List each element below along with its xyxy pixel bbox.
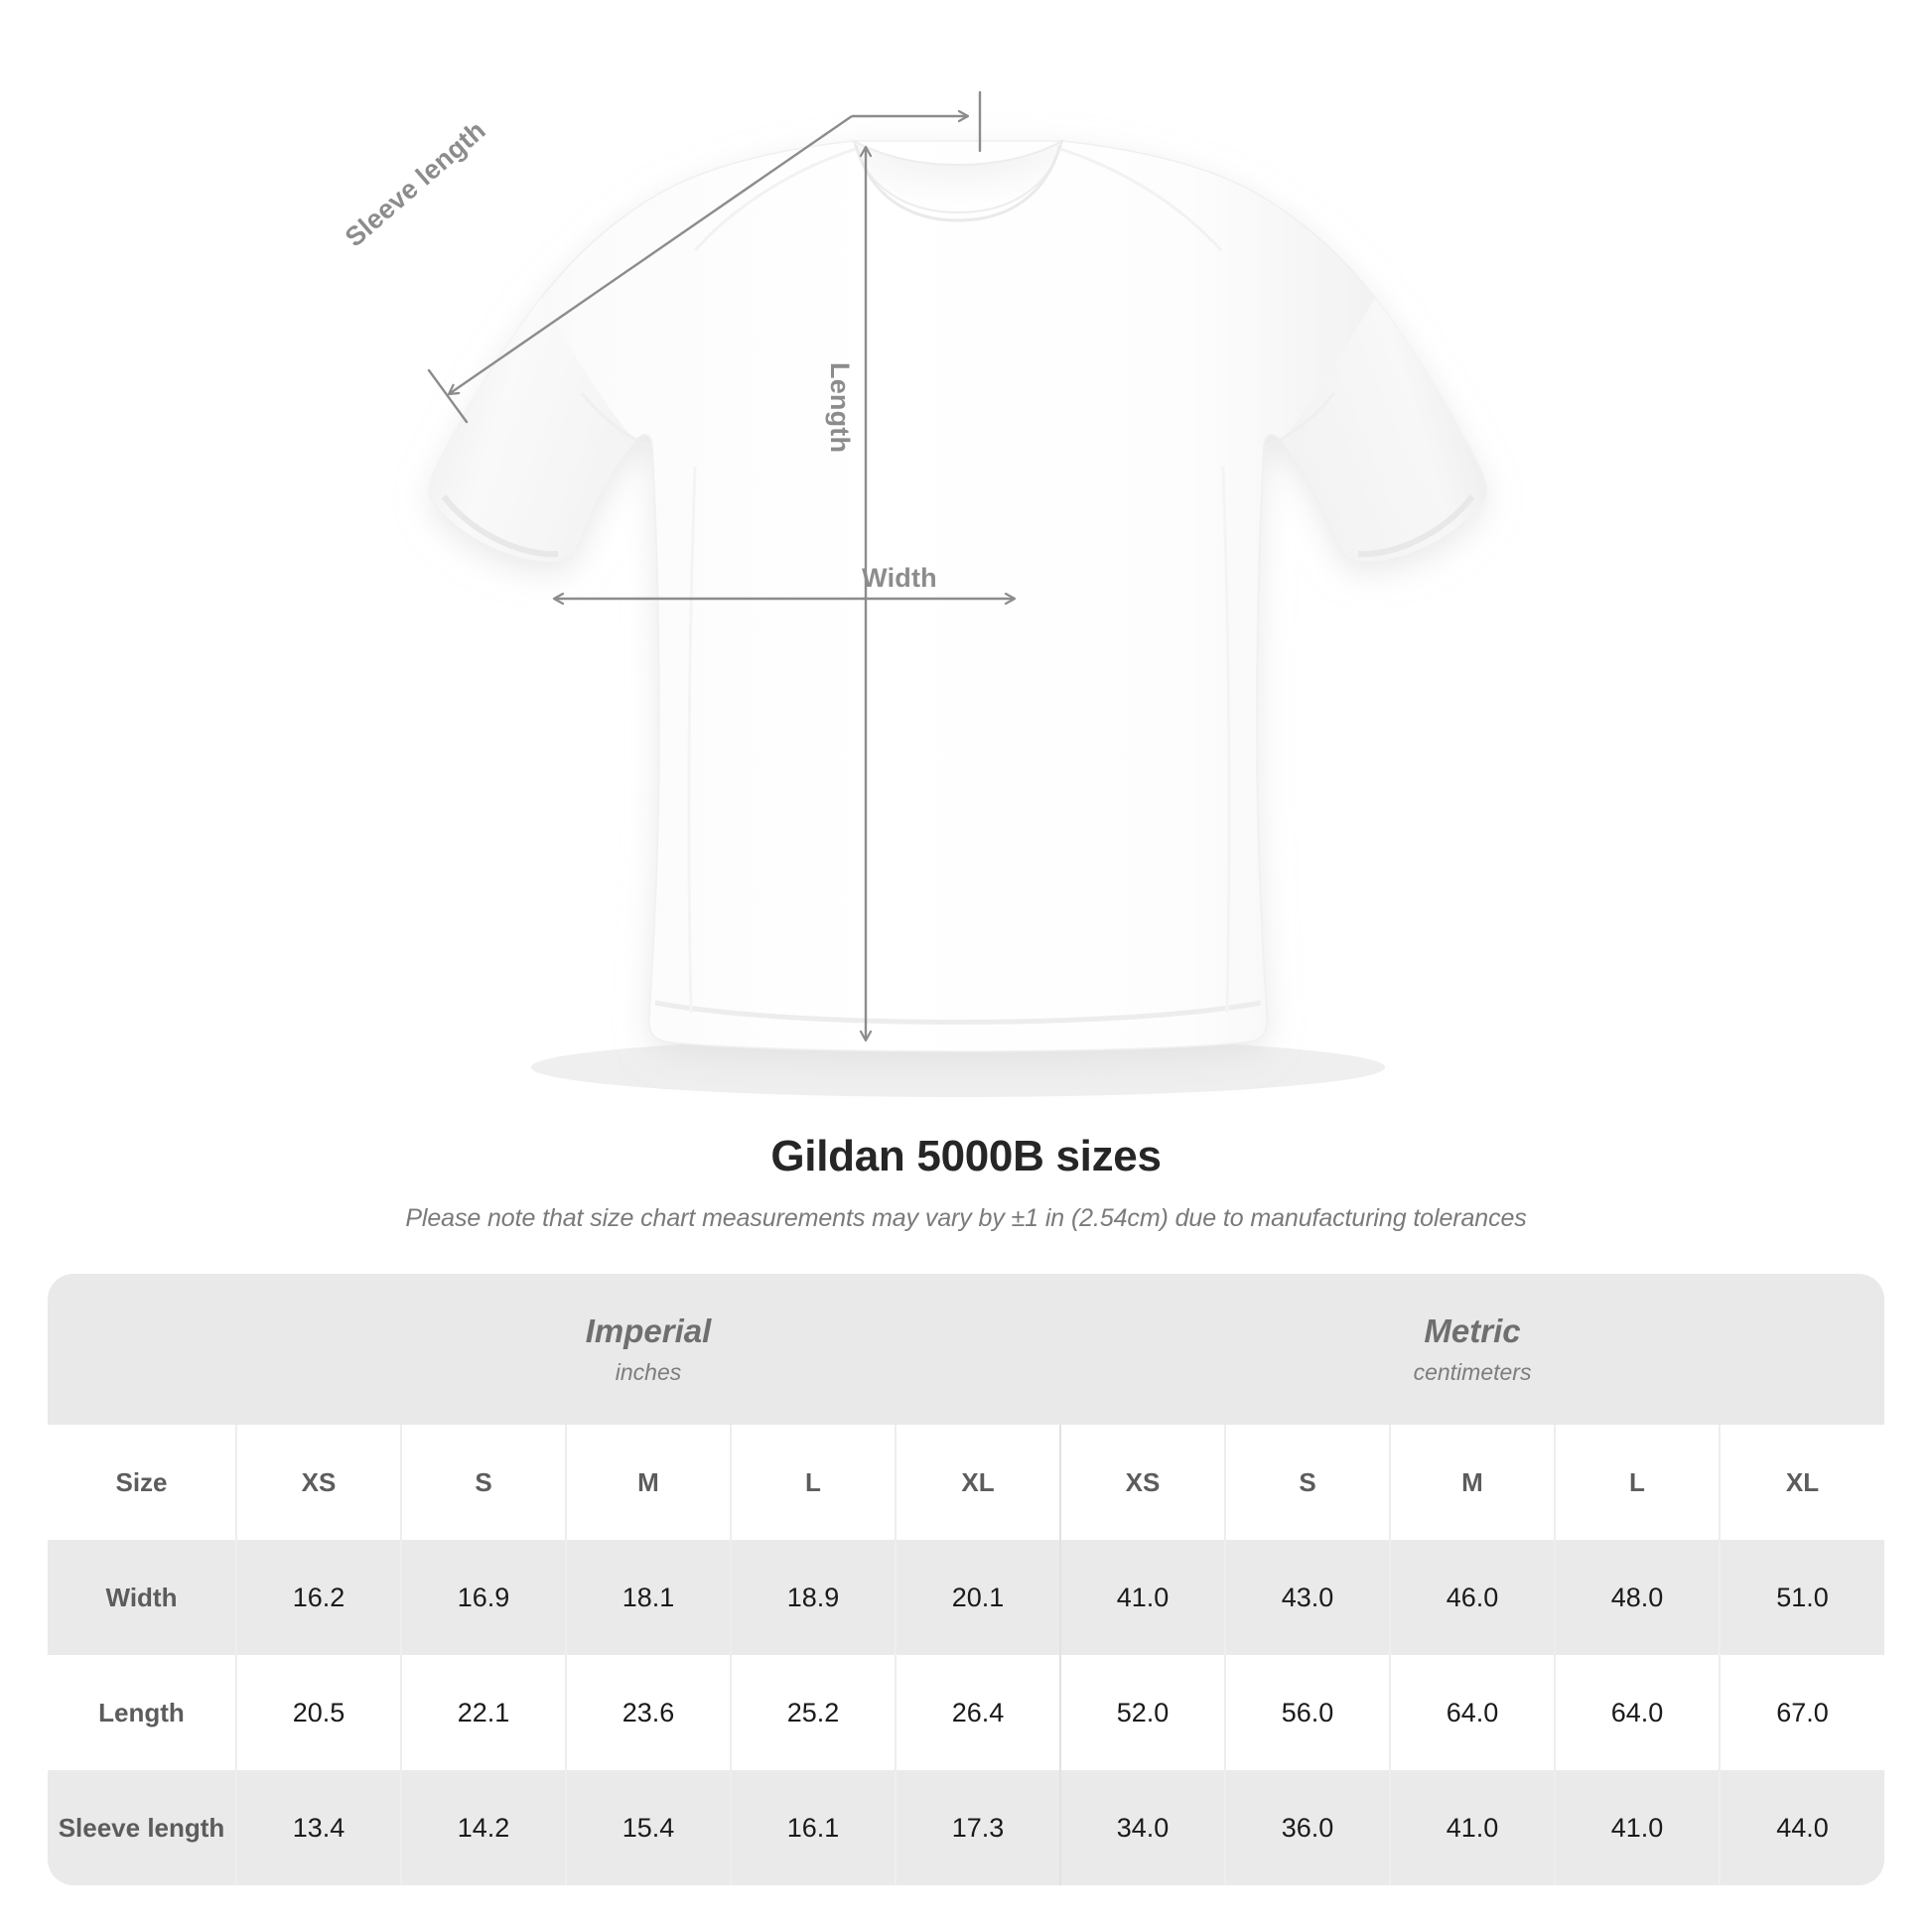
cell-length-metric-xl: 67.0 (1718, 1655, 1885, 1770)
shirt-shadow (531, 1037, 1385, 1097)
cell-width-imperial-xl: 20.1 (895, 1540, 1060, 1655)
shirt-body (429, 140, 1487, 1052)
sleeve-length-guide (427, 90, 982, 424)
col-header-metric-xl: XL (1718, 1425, 1885, 1540)
cell-width-metric-m: 46.0 (1389, 1540, 1555, 1655)
col-header-imperial-xl: XL (895, 1425, 1060, 1540)
shoulder-seam-right (1059, 147, 1223, 252)
tshirt-diagram: Sleeve length Length Width (339, 90, 1487, 1097)
col-header-imperial-l: L (730, 1425, 896, 1540)
cell-width-metric-l: 48.0 (1554, 1540, 1720, 1655)
size-header-row: Size XS S M L XL XS S M L XL (48, 1425, 1885, 1540)
shoulder-seam-left (693, 147, 857, 252)
table-row: Width 16.2 16.9 18.1 18.9 20.1 41.0 43.0… (48, 1540, 1885, 1655)
col-header-metric-l: L (1554, 1425, 1720, 1540)
cell-length-imperial-m: 23.6 (565, 1655, 731, 1770)
cell-sleeve-imperial-xl: 17.3 (895, 1770, 1060, 1885)
armhole-seam-left (580, 392, 653, 449)
cell-sleeve-imperial-l: 16.1 (730, 1770, 896, 1885)
cell-length-imperial-s: 22.1 (400, 1655, 566, 1770)
col-header-metric-m: M (1389, 1425, 1555, 1540)
row-label-width: Width (48, 1540, 236, 1655)
cell-length-imperial-xs: 20.5 (235, 1655, 401, 1770)
fold-2 (1221, 466, 1231, 1014)
table-row: Length 20.5 22.1 23.6 25.2 26.4 52.0 56.… (48, 1655, 1885, 1770)
metric-unit: centimeters (1413, 1359, 1532, 1385)
imperial-unit: inches (615, 1359, 682, 1385)
cell-sleeve-metric-m: 41.0 (1389, 1770, 1555, 1885)
cell-length-metric-xs: 52.0 (1059, 1655, 1225, 1770)
cell-sleeve-imperial-xs: 13.4 (235, 1770, 401, 1885)
size-table-wrapper: Imperial inches Metric centimeters Size … (48, 1274, 1885, 1885)
size-chart-table: Imperial inches Metric centimeters Size … (48, 1274, 1885, 1885)
armhole-seam-right (1263, 392, 1336, 449)
length-label: Length (825, 362, 855, 454)
cell-width-metric-xs: 41.0 (1059, 1540, 1225, 1655)
cell-width-metric-xl: 51.0 (1718, 1540, 1885, 1655)
cell-width-imperial-xs: 16.2 (235, 1540, 401, 1655)
sleeve-hem-right (1357, 494, 1475, 558)
unit-system-row: Imperial inches Metric centimeters (48, 1274, 1885, 1425)
cell-sleeve-metric-l: 41.0 (1554, 1770, 1720, 1885)
imperial-label: Imperial (585, 1312, 712, 1349)
row-label-sleeve-length: Sleeve length (48, 1770, 236, 1885)
unit-system-imperial: Imperial inches (236, 1274, 1060, 1425)
collar-seam (854, 144, 1062, 222)
sleeve-left (429, 298, 635, 562)
col-header-imperial-s: S (400, 1425, 566, 1540)
metric-label: Metric (1424, 1312, 1521, 1349)
fold-1 (687, 466, 697, 1014)
cell-width-imperial-s: 16.9 (400, 1540, 566, 1655)
bottom-hem (654, 1000, 1262, 1025)
table-row: Sleeve length 13.4 14.2 15.4 16.1 17.3 3… (48, 1770, 1885, 1885)
cell-sleeve-metric-s: 36.0 (1224, 1770, 1390, 1885)
col-header-imperial-m: M (565, 1425, 731, 1540)
page-title: Gildan 5000B sizes (770, 1132, 1162, 1180)
cell-length-imperial-l: 25.2 (730, 1655, 896, 1770)
sleeve-hem-left (441, 494, 559, 558)
size-header-label: Size (48, 1425, 236, 1540)
row-label-length: Length (48, 1655, 236, 1770)
cell-width-imperial-m: 18.1 (565, 1540, 731, 1655)
sleeve-right (1281, 298, 1487, 562)
cell-sleeve-imperial-s: 14.2 (400, 1770, 566, 1885)
unit-system-metric: Metric centimeters (1060, 1274, 1885, 1425)
cell-sleeve-metric-xs: 34.0 (1059, 1770, 1225, 1885)
col-header-metric-s: S (1224, 1425, 1390, 1540)
cell-length-imperial-xl: 26.4 (895, 1655, 1060, 1770)
cell-sleeve-imperial-m: 15.4 (565, 1770, 731, 1885)
cell-length-metric-l: 64.0 (1554, 1655, 1720, 1770)
col-header-imperial-xs: XS (235, 1425, 401, 1540)
cell-length-metric-m: 64.0 (1389, 1655, 1555, 1770)
col-header-metric-xs: XS (1059, 1425, 1225, 1540)
tolerance-note: Please note that size chart measurements… (405, 1204, 1527, 1232)
cell-width-imperial-l: 18.9 (730, 1540, 896, 1655)
unit-system-spacer (48, 1274, 236, 1425)
cell-width-metric-s: 43.0 (1224, 1540, 1390, 1655)
width-label: Width (862, 563, 937, 593)
cell-length-metric-s: 56.0 (1224, 1655, 1390, 1770)
tshirt-illustration (427, 90, 1487, 1097)
cell-sleeve-metric-xl: 44.0 (1718, 1770, 1885, 1885)
title-block: Gildan 5000B sizes Please note that size… (0, 1132, 1932, 1233)
